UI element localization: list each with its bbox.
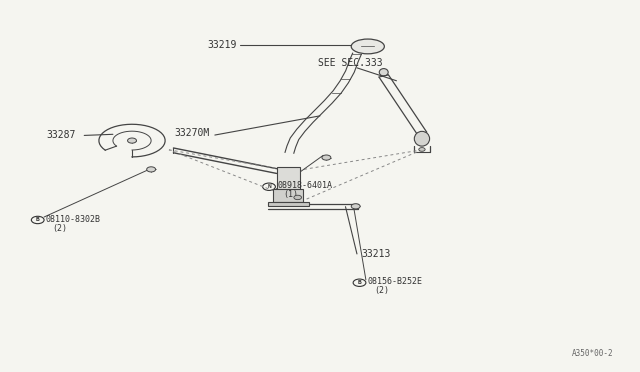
Text: 08156-B252E: 08156-B252E bbox=[368, 278, 423, 286]
Ellipse shape bbox=[351, 204, 360, 209]
Ellipse shape bbox=[294, 195, 301, 200]
Text: 33219: 33219 bbox=[208, 40, 237, 50]
Bar bbox=[276, 167, 300, 191]
Text: 33287: 33287 bbox=[46, 131, 76, 140]
Ellipse shape bbox=[380, 68, 388, 76]
Text: 08918-6401A: 08918-6401A bbox=[277, 182, 332, 190]
Text: (2): (2) bbox=[52, 224, 67, 232]
Text: SEE SEC.333: SEE SEC.333 bbox=[318, 58, 383, 68]
Text: A350*00-2: A350*00-2 bbox=[572, 349, 613, 358]
Text: (2): (2) bbox=[374, 286, 389, 295]
Text: N: N bbox=[267, 184, 271, 189]
Ellipse shape bbox=[147, 167, 156, 172]
Ellipse shape bbox=[414, 131, 429, 146]
Ellipse shape bbox=[351, 39, 385, 54]
Text: 08110-8302B: 08110-8302B bbox=[46, 215, 101, 224]
Text: B: B bbox=[358, 280, 362, 285]
Ellipse shape bbox=[418, 136, 426, 141]
Text: 33270M: 33270M bbox=[175, 128, 210, 138]
Ellipse shape bbox=[322, 155, 331, 160]
Text: (1): (1) bbox=[284, 190, 299, 199]
Bar bbox=[273, 189, 303, 202]
Text: 33213: 33213 bbox=[362, 249, 391, 259]
Ellipse shape bbox=[127, 138, 136, 143]
Bar bbox=[268, 202, 308, 206]
Ellipse shape bbox=[419, 148, 425, 151]
Text: B: B bbox=[36, 218, 40, 222]
